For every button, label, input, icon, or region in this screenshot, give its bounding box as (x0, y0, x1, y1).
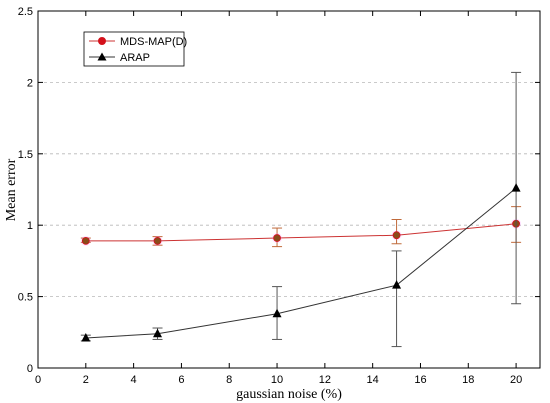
y-tick-label: 0 (27, 363, 33, 375)
data-point-mds-map-d (273, 234, 281, 242)
data-point-arap (272, 308, 282, 318)
plot-area-background (38, 11, 540, 368)
x-tick-label: 20 (510, 374, 522, 386)
series-layer (80, 71, 522, 348)
x-tick-label: 8 (226, 374, 232, 386)
legend-marker-mds-map-d (98, 37, 106, 45)
legend: MDS-MAP(D) ARAP (83, 31, 187, 67)
x-tick-label: 10 (271, 374, 283, 386)
y-tick-label: 1.5 (18, 149, 33, 161)
data-point-arap (153, 328, 163, 338)
axis-ticks: 0 0.5 1 1.5 2 2.5 0 2 4 6 8 10 12 14 16 18 20 (18, 6, 540, 386)
data-point-mds-map-d (153, 237, 162, 245)
x-tick-label: 2 (83, 374, 89, 386)
x-tick-label: 4 (131, 374, 137, 386)
x-tick-label: 16 (414, 374, 426, 386)
x-axis-title: gaussian noise (%) (236, 387, 342, 402)
legend-label-mds-map-d: MDS-MAP(D) (120, 36, 187, 48)
y-tick-label: 0.5 (18, 292, 33, 304)
data-point-arap (511, 183, 521, 192)
legend-label-arap: ARAP (120, 52, 150, 64)
x-tick-label: 0 (35, 374, 41, 386)
data-point-mds-map-d (81, 237, 90, 245)
y-tick-label: 1 (27, 220, 33, 232)
data-point-mds-map-d (392, 231, 401, 240)
y-tick-label: 2 (27, 77, 33, 89)
data-point-arap (392, 280, 402, 289)
legend-marker-arap (97, 52, 107, 61)
x-tick-label: 12 (319, 374, 331, 386)
y-axis-title: Mean error (4, 158, 19, 221)
x-tick-label: 18 (462, 374, 474, 386)
plot-frame (37, 10, 541, 369)
x-tick-label: 14 (367, 374, 379, 386)
data-point-arap (81, 333, 91, 342)
x-tick-label: 6 (178, 374, 184, 386)
y-tick-label: 2.5 (18, 6, 33, 18)
